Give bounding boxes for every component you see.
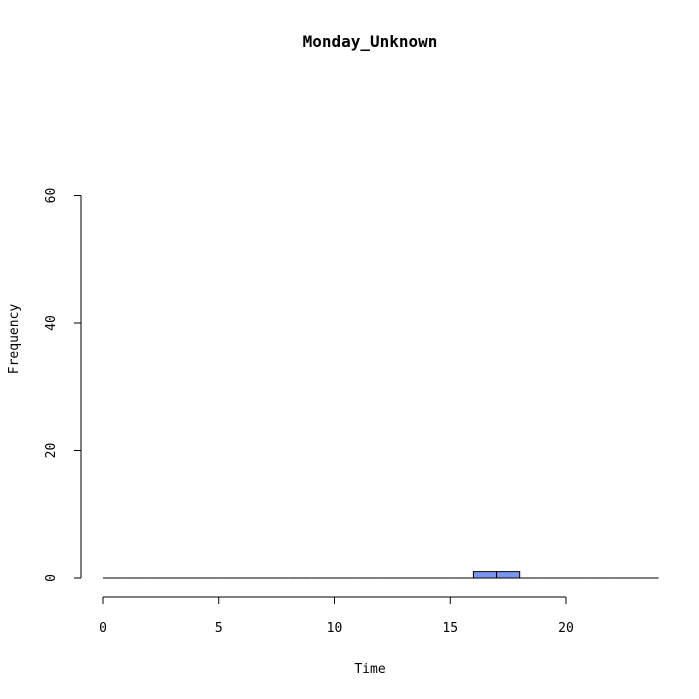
x-tick-label-4: 20	[558, 621, 574, 636]
y-tick-label-3: 60	[44, 188, 59, 204]
bars-layer	[103, 571, 659, 579]
x-axis: 0 5 10 15 20	[99, 596, 574, 636]
histogram-bar-17	[496, 571, 521, 579]
x-tick-label-2: 10	[327, 621, 343, 636]
x-axis-label: Time	[354, 662, 385, 677]
x-tick-label-0: 0	[99, 621, 107, 636]
y-tick-label-0: 0	[44, 574, 59, 582]
y-axis: 0 20 40 60	[44, 188, 82, 582]
histogram-bar-16	[472, 571, 498, 579]
x-tick-label-3: 15	[442, 621, 458, 636]
chart-title: Monday_Unknown	[303, 32, 438, 51]
y-tick-label-2: 40	[44, 315, 59, 331]
y-axis-label: Frequency	[7, 304, 22, 375]
x-tick-label-1: 5	[215, 621, 223, 636]
y-tick-label-1: 20	[44, 443, 59, 459]
